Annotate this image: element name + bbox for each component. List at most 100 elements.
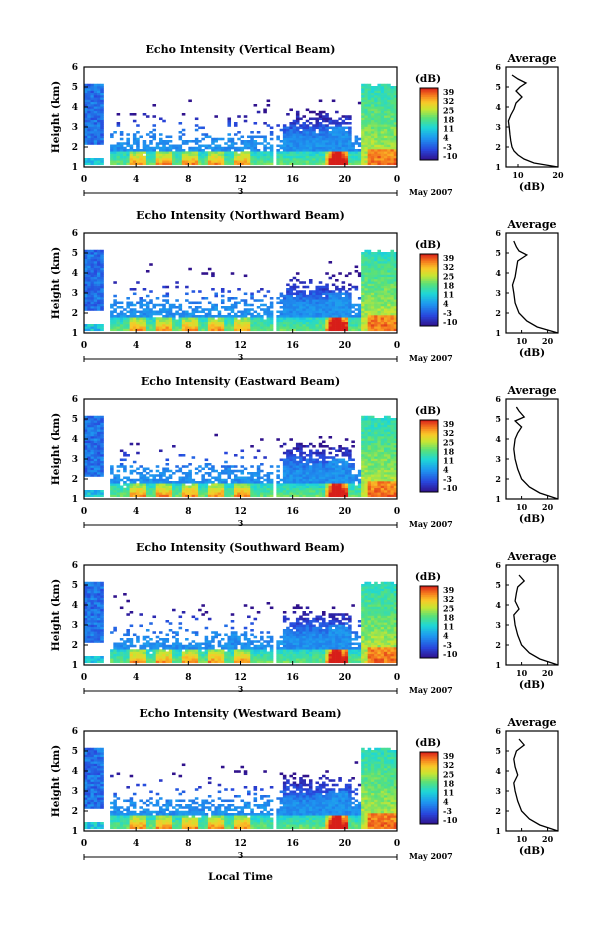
- heatmap-cell: [370, 281, 375, 284]
- heatmap-cell: [341, 297, 346, 300]
- heatmap-cell: [354, 321, 359, 325]
- heatmap-cell: [312, 158, 316, 161]
- heatmap-cell: [367, 467, 372, 471]
- heatmap-cell: [344, 158, 349, 161]
- heatmap-cell: [116, 155, 121, 159]
- heatmap-cell: [393, 270, 398, 273]
- heatmap-cell: [380, 310, 385, 314]
- x-tick-label: 8: [185, 341, 191, 351]
- heatmap-cell: [233, 328, 238, 332]
- heatmap-cell: [312, 474, 316, 477]
- heatmap-cell: [380, 131, 385, 134]
- heatmap-cell: [322, 162, 326, 166]
- heatmap-cell: [136, 155, 140, 159]
- heatmap-cell: [331, 162, 336, 166]
- heatmap-cell: [165, 315, 170, 318]
- heatmap-cell: [322, 494, 326, 498]
- heatmap-cell: [328, 160, 333, 163]
- heatmap-cell: [393, 288, 398, 291]
- heatmap-cell: [198, 144, 202, 148]
- heatmap-cell: [315, 290, 320, 293]
- heatmap-cell: [361, 312, 365, 316]
- heatmap-cell: [214, 494, 218, 498]
- heatmap-cell: [97, 274, 101, 278]
- heatmap-cell: [178, 317, 183, 320]
- heatmap-cell: [295, 149, 300, 152]
- heatmap-cell: [256, 326, 261, 329]
- heatmap-cell: [367, 252, 372, 255]
- heatmap-cell: [312, 445, 316, 448]
- heatmap-cell: [331, 485, 336, 489]
- heatmap-cell: [364, 131, 368, 134]
- heatmap-cell: [315, 312, 320, 316]
- heatmap-cell: [227, 469, 232, 473]
- heatmap-cell: [90, 281, 95, 284]
- heatmap-cell: [194, 315, 199, 318]
- heatmap-cell: [175, 144, 179, 148]
- heatmap-cell: [276, 321, 280, 325]
- heatmap-cell: [250, 303, 254, 307]
- heatmap-cell: [295, 133, 300, 136]
- heatmap-cell: [178, 485, 183, 489]
- heatmap-cell: [237, 115, 241, 118]
- heatmap-cell: [136, 472, 140, 475]
- heatmap-cell: [322, 288, 326, 291]
- heatmap-cell: [152, 319, 157, 323]
- heatmap-cell: [393, 326, 398, 329]
- heatmap-cell: [214, 115, 218, 118]
- heatmap-cell: [292, 483, 297, 486]
- heatmap-cell: [338, 324, 342, 327]
- heatmap-cell: [276, 160, 280, 163]
- heatmap-cell: [364, 265, 368, 269]
- heatmap-cell: [305, 319, 310, 323]
- heatmap-cell: [331, 494, 336, 498]
- heatmap-cell: [237, 476, 241, 480]
- heatmap-cell: [351, 481, 355, 484]
- heatmap-cell: [230, 310, 235, 314]
- heatmap-cell: [370, 140, 375, 143]
- colorbar-tick-label: 39: [443, 253, 455, 263]
- heatmap-cell: [126, 317, 130, 320]
- heatmap-cell: [181, 162, 186, 166]
- heatmap-cell: [374, 254, 378, 257]
- heatmap-cell: [201, 317, 205, 320]
- heatmap-cell: [364, 438, 368, 441]
- heatmap-cell: [116, 328, 121, 332]
- heatmap-cell: [364, 90, 368, 94]
- heatmap-cell: [322, 490, 326, 493]
- heatmap-cell: [276, 487, 280, 491]
- heatmap-cell: [260, 299, 264, 302]
- heatmap-cell: [286, 133, 290, 136]
- heatmap-cell: [325, 476, 329, 480]
- heatmap-cell: [380, 303, 385, 307]
- heatmap-cell: [116, 315, 121, 318]
- heatmap-cell: [233, 481, 238, 484]
- heatmap-cell: [175, 481, 179, 484]
- heatmap-cell: [322, 133, 326, 136]
- heatmap-cell: [302, 321, 307, 325]
- heatmap-cell: [380, 326, 385, 329]
- heatmap-cell: [266, 317, 271, 320]
- heatmap-cell: [97, 283, 101, 287]
- heatmap-cell: [132, 155, 137, 159]
- heatmap-cell: [123, 319, 127, 323]
- heatmap-cell: [162, 474, 166, 477]
- heatmap-cell: [175, 299, 179, 302]
- heatmap-cell: [178, 324, 183, 327]
- heatmap-cell: [390, 315, 395, 318]
- heatmap-cell: [100, 106, 104, 109]
- heatmap-cell: [361, 467, 365, 471]
- heatmap-cell: [374, 431, 378, 435]
- heatmap-cell: [211, 140, 215, 143]
- heatmap-cell: [338, 492, 342, 495]
- heatmap-cell: [87, 117, 91, 121]
- heatmap-cell: [263, 303, 267, 307]
- heatmap-cell: [302, 144, 307, 148]
- heatmap-cell: [100, 133, 104, 136]
- heatmap-cell: [370, 285, 375, 289]
- heatmap-cell: [377, 97, 381, 100]
- heatmap-cell: [214, 160, 218, 163]
- heatmap-cell: [341, 454, 346, 457]
- heatmap-cell: [286, 490, 290, 493]
- heatmap-cell: [110, 149, 114, 152]
